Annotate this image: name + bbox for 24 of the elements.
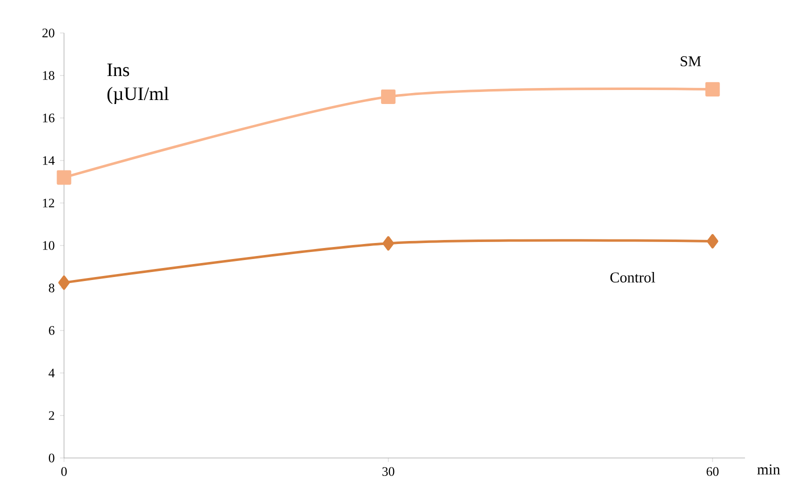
y-tick-label: 18 [43,71,54,80]
point [706,234,718,248]
y-tick-label: 12 [43,198,54,208]
text: Control [610,272,656,282]
y-tick-label: 2 [48,411,54,420]
x-tick-label: 0 [61,467,67,476]
point [705,82,720,97]
x-tick-label: 30 [382,467,394,476]
x-axis-title: min [757,464,780,474]
y-tick-label: 8 [48,284,54,292]
y-axis-title: Ins (µUI/ml [107,64,169,104]
x-tick-label: 60 [706,467,719,476]
point [58,275,70,290]
y-tick-label: 10 [43,241,54,250]
point [56,170,72,185]
point [382,236,394,251]
y-tick-label: 16 [43,114,54,122]
point [381,90,396,104]
series-label: SM [680,56,701,66]
y-tick-label: 4 [48,368,55,378]
y-tick-label: 6 [48,326,54,335]
y-tick-label: 20 [42,28,54,38]
y-tick-label: 0 [48,454,54,462]
y-tick-label: 14 [43,156,55,165]
